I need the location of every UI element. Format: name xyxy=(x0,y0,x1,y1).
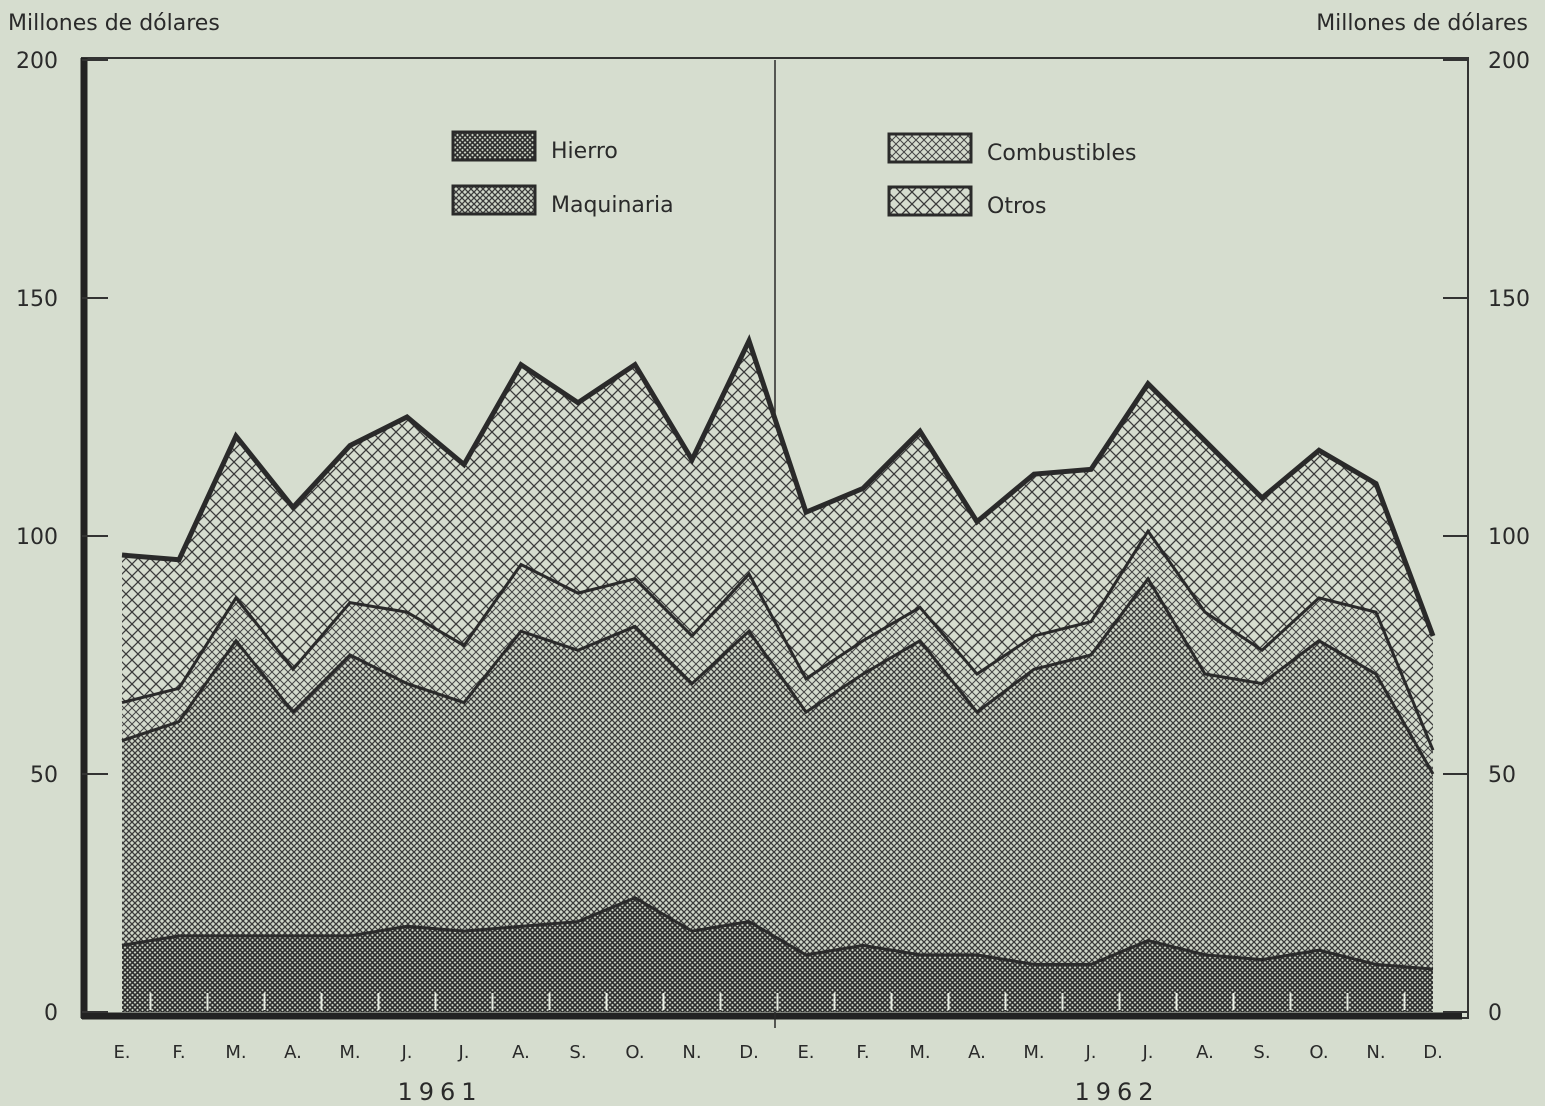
x-tick-label: S. xyxy=(569,1042,586,1063)
legend: Hierro Maquinaria Combustibles Otros xyxy=(451,130,1136,219)
legend-swatch-hierro xyxy=(451,130,537,162)
legend-swatch-maquinaria xyxy=(451,184,537,216)
year-label-1962: 1962 xyxy=(1074,1078,1159,1106)
y-tick-label-right: 200 xyxy=(1488,49,1530,74)
legend-label-otros: Otros xyxy=(987,194,1046,219)
x-tick-label: J. xyxy=(1141,1042,1153,1063)
y-tick-label-left: 100 xyxy=(16,525,58,550)
area-hierro xyxy=(122,897,1433,1012)
legend-label-hierro: Hierro xyxy=(551,139,618,164)
y-tick-label-right: 50 xyxy=(1488,763,1516,788)
x-tick-label: F. xyxy=(856,1042,869,1063)
x-tick-label: E. xyxy=(797,1042,814,1063)
x-tick-label: A. xyxy=(1196,1042,1214,1063)
x-tick-label: N. xyxy=(1366,1042,1385,1063)
y-axis-title-right: Millones de dólares xyxy=(1316,11,1528,36)
x-tick-label: N. xyxy=(682,1042,701,1063)
x-tick-label: F. xyxy=(172,1042,185,1063)
x-tick-label: S. xyxy=(1253,1042,1270,1063)
legend-swatch-otros xyxy=(887,185,973,217)
x-tick-label: M. xyxy=(1023,1042,1044,1063)
legend-label-maquinaria: Maquinaria xyxy=(551,193,674,218)
x-tick-label: A. xyxy=(284,1042,302,1063)
x-tick-label: D. xyxy=(739,1042,759,1063)
x-tick-label: D. xyxy=(1423,1042,1443,1063)
area-layers xyxy=(121,334,1436,1013)
x-tick-label: J. xyxy=(400,1042,412,1063)
line-otros xyxy=(121,334,1436,637)
y-tick-label-left: 150 xyxy=(16,287,58,312)
x-tick-label: M. xyxy=(909,1042,930,1063)
year-label-1961: 1961 xyxy=(397,1078,482,1106)
y-axis-title-left: Millones de dólares xyxy=(8,11,220,36)
y-tick-label-right: 150 xyxy=(1488,287,1530,312)
y-tick-label-right: 0 xyxy=(1488,1001,1502,1026)
y-tick-label-left: 0 xyxy=(44,1001,58,1026)
x-tick-label: O. xyxy=(1309,1042,1328,1063)
x-tick-label: M. xyxy=(225,1042,246,1063)
y-tick-label-left: 200 xyxy=(16,49,58,74)
line-hierro xyxy=(121,896,1434,971)
y-axis-ticks: 0 0 50 50 100 100 150 150 200 200 xyxy=(16,49,1530,1026)
x-tick-label: M. xyxy=(339,1042,360,1063)
area-maquinaria xyxy=(122,578,1433,1012)
legend-swatch-combustibles xyxy=(887,132,973,164)
x-tick-label: A. xyxy=(968,1042,986,1063)
legend-label-combustibles: Combustibles xyxy=(987,141,1136,166)
y-tick-label-right: 100 xyxy=(1488,525,1530,550)
x-tick-label: E. xyxy=(113,1042,130,1063)
x-axis-ticks: E. F. M. A. M. J. J. A. S. O. N. D. E. F. M. A. M. J. J. A.… xyxy=(113,993,1443,1063)
x-tick-label: J. xyxy=(1084,1042,1096,1063)
x-tick-label: O. xyxy=(625,1042,644,1063)
y-tick-label-left: 50 xyxy=(30,763,58,788)
line-combustibles xyxy=(121,528,1435,751)
line-maquinaria xyxy=(121,576,1435,775)
x-tick-label: J. xyxy=(457,1042,469,1063)
x-tick-label: A. xyxy=(512,1042,530,1063)
